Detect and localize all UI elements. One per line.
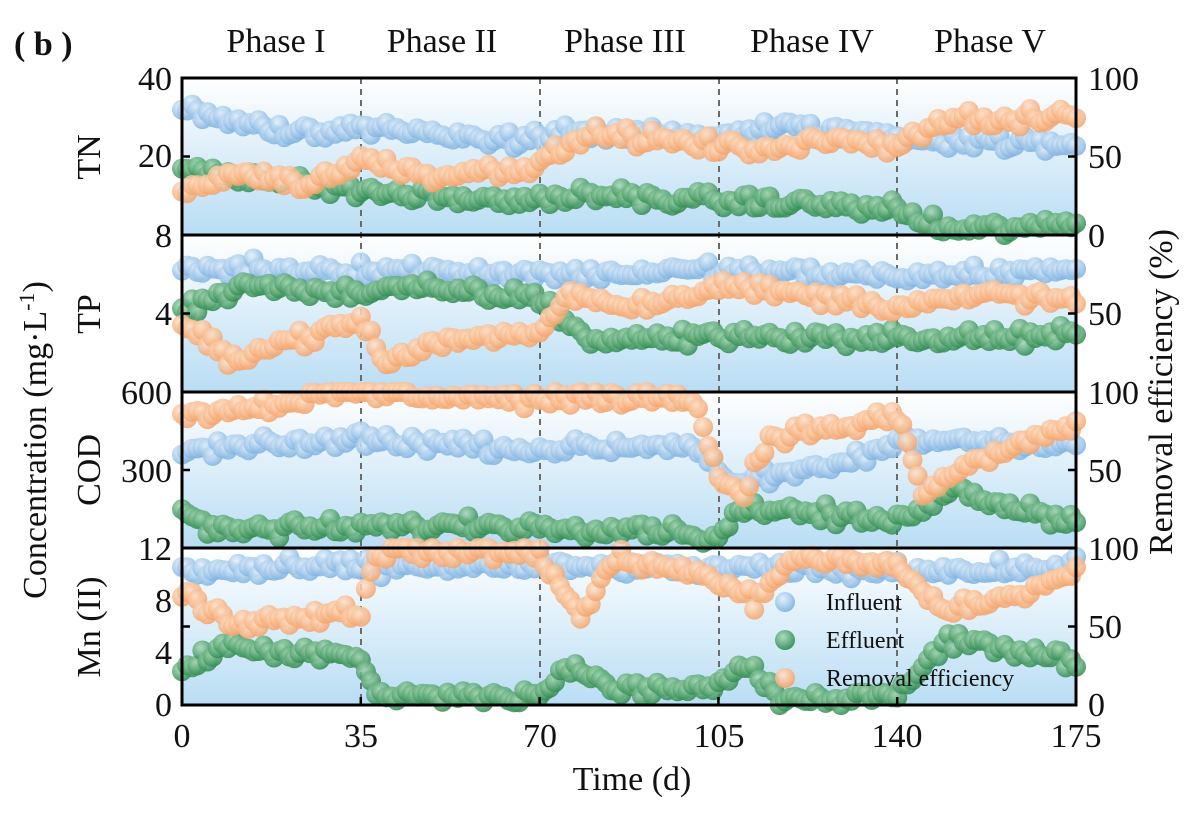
influent-point [473, 429, 494, 450]
phase-label-4: Phase IV [750, 23, 874, 60]
x-axis-title: Time (d) [573, 761, 692, 798]
removal-point [688, 398, 708, 419]
legend-label-removal: Removal efficiency [826, 666, 1014, 692]
right-tick-labels: 100 50 0 50 100 50 100 50 0 [1088, 61, 1139, 724]
influent-point [698, 252, 719, 273]
left-tick-labels: 40 20 8 4 600 300 12 8 4 0 [121, 61, 172, 724]
removal-point [739, 476, 760, 497]
legend-marker-effluent [775, 630, 795, 650]
phase-label-2: Phase II [387, 23, 497, 60]
removal-point [703, 447, 724, 468]
removal-point [897, 432, 918, 453]
phase-label-1: Phase I [226, 23, 325, 60]
left-axis-title: Concentration (mg·L-1) [14, 281, 54, 599]
rtick-tn-50: 50 [1088, 139, 1122, 176]
panel-name-tp: TP [71, 294, 108, 334]
rtick-tn-100: 100 [1088, 61, 1139, 98]
panel-name-cod: COD [71, 434, 108, 506]
legend: Influent Effluent Removal efficiency [775, 590, 1014, 692]
panel-name-mn: Mn (II) [71, 576, 108, 677]
tick-mn-8: 8 [155, 583, 172, 620]
xtick-70: 70 [523, 718, 557, 755]
tick-mn-12: 12 [138, 531, 172, 568]
xtick-140: 140 [872, 718, 923, 755]
rtick-tp-50: 50 [1088, 296, 1122, 333]
left-axis-title-main: Concentration (mg·L [17, 311, 54, 599]
left-axis-title-sup: -1 [14, 293, 39, 311]
removal-point [907, 465, 928, 486]
removal-point [350, 606, 371, 627]
phase-labels: Phase I Phase II Phase III Phase IV Phas… [226, 23, 1046, 60]
tick-tn-20: 20 [138, 138, 172, 175]
legend-marker-influent [775, 592, 795, 612]
rtick-tn-0: 0 [1088, 218, 1105, 255]
tick-cod-300: 300 [121, 453, 172, 490]
removal-point [698, 126, 719, 147]
legend-label-effluent: Effluent [826, 628, 905, 654]
phase-label-5: Phase V [934, 23, 1046, 60]
legend-label-influent: Influent [826, 590, 902, 616]
removal-point [355, 578, 376, 599]
effluent-point [923, 204, 943, 225]
tick-mn-4: 4 [155, 635, 172, 672]
xtick-105: 105 [694, 718, 745, 755]
tick-cod-600: 600 [121, 375, 172, 412]
panel-label: ( b ) [14, 26, 73, 63]
panel-name-tn: TN [71, 134, 108, 179]
tick-tn-8: 8 [155, 218, 172, 255]
tick-marks [180, 76, 1078, 707]
panel-names: TN TP COD Mn (II) [71, 134, 108, 677]
removal-point [902, 450, 923, 470]
xtick-0: 0 [174, 718, 191, 755]
rtick-mn-0: 0 [1088, 687, 1105, 724]
tick-tp-4: 4 [155, 296, 172, 333]
rtick-cod-50: 50 [1088, 453, 1122, 490]
right-axis-title: Removal efficiency (%) [1143, 229, 1180, 555]
rtick-mn-100: 100 [1088, 531, 1139, 568]
removal-point [892, 414, 913, 435]
xtick-35: 35 [344, 718, 378, 755]
removal-point [693, 417, 714, 437]
phase-label-3: Phase III [564, 23, 686, 60]
removal-point [361, 320, 381, 341]
removal-point [361, 561, 381, 582]
rtick-mn-50: 50 [1088, 609, 1122, 646]
scatter-points [172, 94, 1086, 715]
left-axis-title-end: ) [17, 281, 54, 292]
x-tick-labels: 0 35 70 105 140 175 [174, 718, 1102, 755]
xtick-175: 175 [1051, 718, 1102, 755]
tick-mn-0: 0 [155, 687, 172, 724]
legend-marker-removal [775, 668, 795, 688]
rtick-cod-100: 100 [1088, 375, 1139, 412]
tick-tn-40: 40 [138, 61, 172, 98]
removal-point [744, 599, 765, 620]
removal-point [754, 442, 775, 463]
